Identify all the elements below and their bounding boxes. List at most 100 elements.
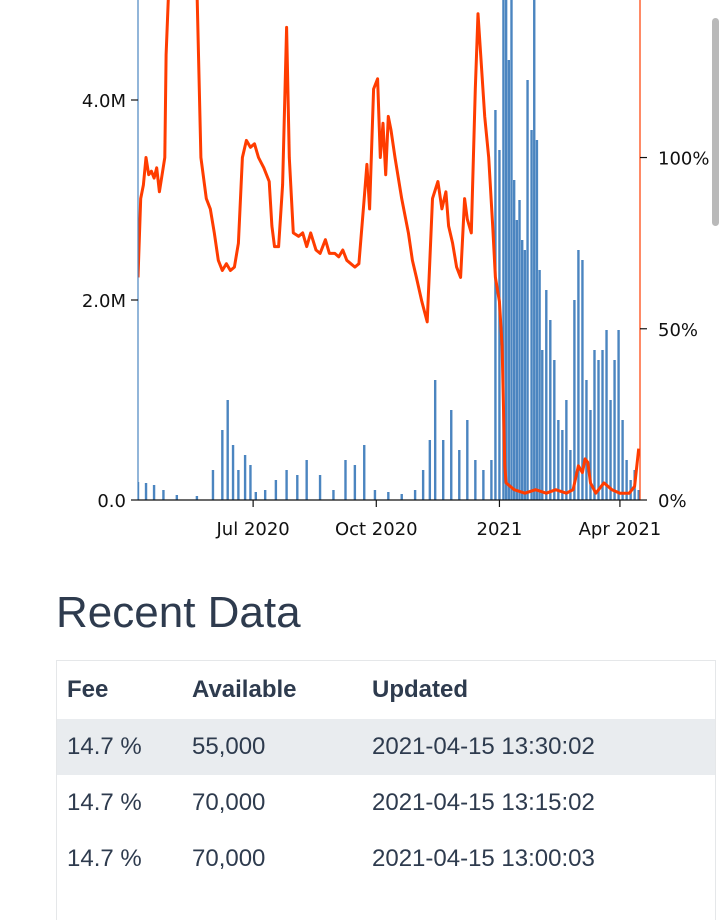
available-bar [195, 496, 199, 500]
available-bar [466, 420, 469, 500]
available-bar [344, 460, 347, 500]
available-bar [263, 490, 267, 500]
available-bar [581, 260, 584, 500]
table-row: 14.7 % 70,000 2021-04-15 13:15:02 [57, 775, 715, 831]
x-axis-tick-label: Jul 2020 [216, 519, 290, 540]
available-bar [523, 250, 527, 500]
available-bar [573, 300, 576, 500]
available-bar [237, 470, 240, 500]
available-bar [421, 470, 425, 500]
available-cell: 70,000 [192, 789, 266, 816]
available-bar [162, 490, 165, 500]
available-bar [285, 470, 288, 500]
available-bar [510, 0, 513, 500]
available-bar [413, 490, 417, 500]
fee-cell: 14.7 % [67, 789, 142, 816]
x-axis-tick-label: Oct 2020 [335, 519, 418, 540]
available-bar [589, 410, 592, 500]
available-bar [585, 380, 588, 500]
available-bar [175, 495, 179, 500]
available-bar [363, 445, 366, 500]
available-bar [621, 420, 624, 500]
available-bar [565, 400, 568, 500]
available-bar [520, 240, 524, 500]
available-bar [597, 360, 600, 500]
updated-cell: 2021-04-15 13:30:02 [362, 719, 715, 775]
available-bar [482, 470, 485, 500]
available-bar [613, 360, 616, 500]
available-bar [526, 80, 529, 500]
page-scrollbar[interactable] [712, 18, 719, 226]
available-bar [553, 360, 556, 500]
available-bar [249, 465, 252, 500]
x-axis-tick-label: Apr 2021 [579, 519, 662, 540]
available-bar [400, 494, 403, 500]
available-bar [353, 465, 357, 500]
available-bar [545, 290, 548, 500]
available-bar [605, 330, 608, 500]
available-bar [274, 480, 278, 500]
available-bar [601, 350, 604, 500]
available-bar [433, 380, 437, 500]
available-bar [305, 460, 308, 500]
fee-column-header[interactable]: Fee [67, 676, 109, 703]
right-axis-tick-label: 50% [658, 320, 698, 341]
available-bar [625, 460, 628, 500]
available-cell: 70,000 [192, 845, 266, 872]
recent-data-table: Fee Available Updated 14.7 % 55,000 2021… [56, 660, 716, 920]
available-bar [549, 320, 552, 500]
fee-cell: 14.7 % [67, 845, 142, 872]
available-bar [152, 485, 156, 500]
available-bar [507, 60, 511, 500]
available-bar [609, 400, 612, 500]
available-bar [450, 410, 453, 500]
available-bar [144, 483, 148, 500]
available-bar [593, 350, 596, 500]
available-bar [533, 0, 536, 500]
fee-availability-chart: 0.0 2.0M 4.0M 0% 50% 100% Jul 2020 Oct 2020 20… [82, 0, 709, 540]
available-bar [577, 250, 580, 500]
available-bar [530, 130, 533, 500]
updated-cell: 2021-04-15 13:15:02 [372, 789, 595, 816]
fee-cell: 14.7 % [57, 719, 182, 775]
right-axis-tick-label: 100% [658, 149, 709, 170]
available-bar [226, 400, 229, 500]
left-axis-tick-label: 2.0M [82, 291, 126, 312]
available-bar [538, 270, 541, 500]
updated-column-header[interactable]: Updated [372, 676, 468, 703]
available-bar [296, 475, 299, 500]
available-bar [428, 440, 432, 500]
available-bar [458, 450, 461, 500]
available-column-header[interactable]: Available [192, 676, 297, 703]
right-axis-tick-label: 0% [658, 491, 687, 512]
recent-data-heading: Recent Data [56, 588, 301, 637]
available-bar [243, 455, 247, 500]
available-bar [535, 140, 539, 500]
available-bar [211, 470, 215, 500]
left-axis-tick-label: 0.0 [97, 491, 126, 512]
available-bar [502, 0, 505, 500]
table-row: 14.7 % 70,000 2021-04-15 13:00:03 [57, 831, 715, 887]
updated-cell: 2021-04-15 13:00:03 [372, 845, 595, 872]
available-bar [373, 490, 377, 500]
available-bar [512, 180, 516, 500]
available-bar [617, 330, 620, 500]
available-cell: 55,000 [182, 719, 362, 775]
available-bar [442, 440, 445, 500]
available-bar [518, 200, 521, 500]
available-bar [557, 420, 560, 500]
table-row: 14.7 % 55,000 2021-04-15 13:30:02 [57, 719, 715, 775]
available-bar [474, 460, 477, 500]
left-axis-tick-label: 4.0M [82, 91, 126, 112]
x-axis-tick-label: 2021 [477, 519, 523, 540]
fee-line [138, 0, 641, 495]
available-bar [254, 492, 258, 500]
available-bar [541, 350, 544, 500]
available-bar [138, 482, 140, 500]
available-bar [515, 220, 519, 500]
available-bar [332, 490, 335, 500]
available-bar [637, 490, 640, 500]
available-bar [561, 430, 564, 500]
available-bar [490, 460, 493, 500]
available-bar [221, 430, 224, 500]
